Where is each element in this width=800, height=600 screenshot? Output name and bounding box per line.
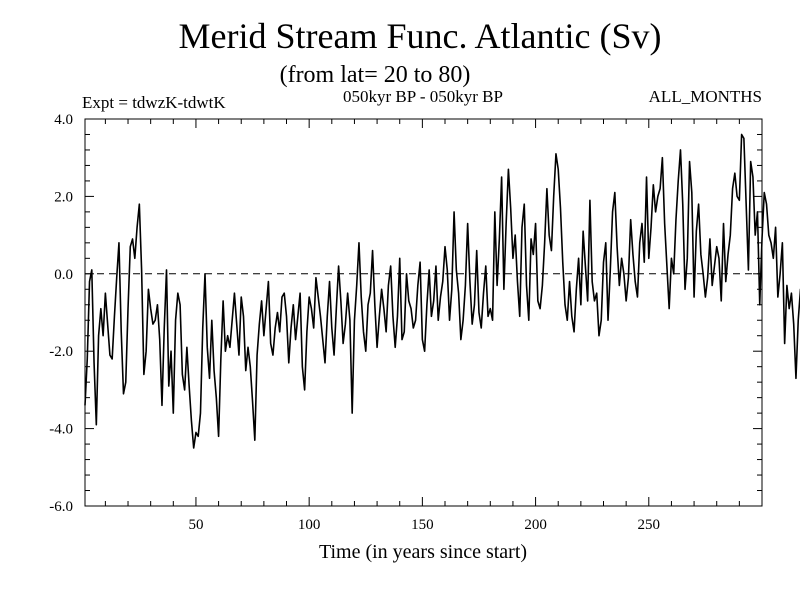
plot-frame (84, 118, 763, 507)
x-tick-label: 100 (298, 517, 321, 533)
y-tick-label: 4.0 (54, 112, 73, 128)
y-tick-label: -2.0 (49, 344, 73, 360)
x-tick-label: 200 (524, 517, 547, 533)
series-line (84, 133, 800, 449)
months-label: ALL_MONTHS (649, 87, 762, 106)
experiment-label: Expt = tdwzK-tdwtK (82, 93, 226, 112)
y-tick-label: 2.0 (54, 189, 73, 205)
axis-tick-labels: 50 100 150 200 250 -6.0 -4.0 -2.0 0.0 2.0 4.0 (49, 112, 660, 533)
x-tick-label: 250 (638, 517, 661, 533)
x-tick-label: 150 (411, 517, 434, 533)
x-tick-label: 50 (188, 517, 203, 533)
y-tick-label: -6.0 (49, 499, 73, 515)
period-label: 050kyr BP - 050kyr BP (343, 87, 503, 106)
y-tick-label: -4.0 (49, 422, 73, 438)
y-tick-label: 0.0 (54, 267, 73, 283)
chart-subtitle: (from lat= 20 to 80) (280, 62, 471, 88)
chart-title: Merid Stream Func. Atlantic (Sv) (179, 16, 662, 56)
x-axis-label: Time (in years since start) (319, 541, 527, 563)
